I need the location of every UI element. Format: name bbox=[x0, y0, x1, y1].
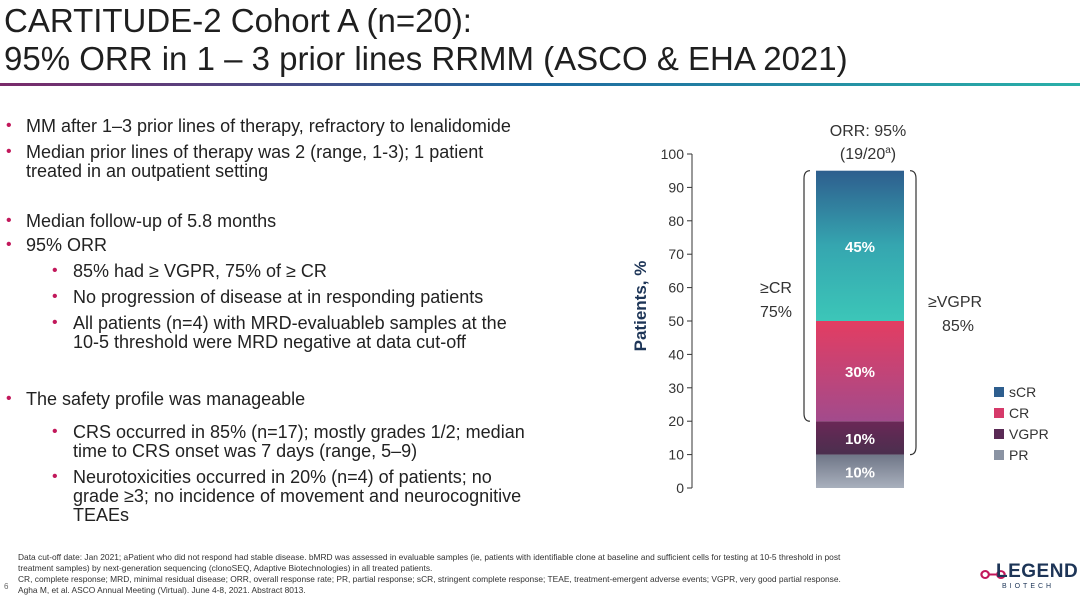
bullet-text: 85% had ≥ VGPR, 75% of ≥ CR bbox=[73, 261, 327, 281]
legend-swatch-cr bbox=[994, 408, 1004, 418]
footnote-line: Data cut-off date: Jan 2021; aPatient wh… bbox=[18, 552, 841, 562]
footnote-line: treatment samples) by next-generation se… bbox=[18, 563, 433, 573]
cr-bracket bbox=[803, 170, 811, 422]
footnotes: Data cut-off date: Jan 2021; aPatient wh… bbox=[18, 552, 978, 596]
data-label-cr: 30% bbox=[845, 364, 875, 381]
vgpr-bracket bbox=[909, 170, 917, 456]
data-label-vgpr: 10% bbox=[845, 431, 875, 448]
bar-segment-cr bbox=[816, 321, 904, 422]
vgpr-bracket-value: 85% bbox=[942, 318, 974, 335]
y-tick-label: 90 bbox=[668, 179, 684, 195]
bullet-text: 95% ORR bbox=[26, 235, 108, 255]
brackets bbox=[803, 170, 917, 456]
logo-wordmark: LEGEND bbox=[996, 561, 1079, 582]
bullet-text: Neurotoxicities occurred in 20% (n=4) of… bbox=[73, 467, 492, 487]
legend-swatch-scr bbox=[994, 387, 1004, 397]
bar-segment-pr bbox=[816, 454, 904, 488]
legend-label-vgpr: VGPR bbox=[1009, 426, 1049, 442]
y-tick-label: 40 bbox=[668, 346, 684, 362]
bullet-marker: • bbox=[52, 423, 58, 440]
y-tick-label: 0 bbox=[676, 480, 684, 496]
footnote-line: CR, complete response; MRD, minimal resi… bbox=[18, 574, 841, 584]
y-tick-label: 70 bbox=[668, 246, 684, 262]
bullet-marker: • bbox=[6, 143, 12, 160]
y-tick-label: 10 bbox=[668, 447, 684, 463]
bullet-text: The safety profile was manageable bbox=[26, 389, 306, 409]
bullet-text: TEAEs bbox=[73, 505, 130, 525]
y-tick-label: 60 bbox=[668, 280, 684, 296]
bullet-marker: • bbox=[6, 390, 12, 407]
legend-swatch-vgpr bbox=[994, 429, 1004, 439]
bullet-text: treated in an outpatient setting bbox=[26, 161, 269, 181]
orr-annotation: ORR: 95% bbox=[830, 123, 906, 140]
logo-mark-icon: ⧟ bbox=[980, 557, 1007, 587]
bullet-marker: • bbox=[52, 314, 58, 331]
bullet-marker: • bbox=[52, 468, 58, 485]
bullet-marker: • bbox=[6, 212, 12, 229]
orr-count-end: ) bbox=[891, 146, 896, 163]
bullet-text: grade ≥3; no incidence of movement and n… bbox=[73, 486, 522, 506]
slide-title-line1: CARTITUDE-2 Cohort A (n=20): bbox=[4, 2, 472, 39]
y-tick-label: 50 bbox=[668, 313, 684, 329]
bullet-text: Median prior lines of therapy was 2 (ran… bbox=[26, 142, 484, 162]
chart-annotations: ORR: 95% (19/20a) ≥CR 75% ≥VGPR 85% Pati… bbox=[631, 123, 982, 351]
y-axis-title: Patients, % bbox=[631, 261, 650, 352]
legend: sCR CR VGPR PR bbox=[994, 384, 1049, 463]
footnote-line: Agha M, et al. ASCO Annual Meeting (Virt… bbox=[18, 585, 306, 595]
data-label-pr: 10% bbox=[845, 464, 875, 481]
y-tick-label: 30 bbox=[668, 380, 684, 396]
bullet-marker: • bbox=[52, 288, 58, 305]
title-divider bbox=[0, 83, 1080, 86]
bar-segment-scr bbox=[816, 170, 904, 321]
bullet-text: No progression of disease at in respondi… bbox=[73, 287, 484, 307]
bullet-text: 10-5 threshold were MRD negative at data… bbox=[73, 332, 466, 352]
legend-label-cr: CR bbox=[1009, 405, 1029, 421]
slide-title: CARTITUDE-2 Cohort A (n=20): 95% ORR in … bbox=[4, 2, 1074, 78]
bullet-text: time to CRS onset was 7 days (range, 5–9… bbox=[73, 441, 418, 461]
bullet-marker: • bbox=[6, 117, 12, 134]
logo-subtitle: BIOTECH bbox=[1002, 583, 1055, 590]
bar-segment-vgpr bbox=[816, 421, 904, 455]
bullet-text: Median follow-up of 5.8 months bbox=[26, 211, 277, 231]
orr-count-main: (19/20 bbox=[840, 146, 885, 163]
legend-label-pr: PR bbox=[1009, 447, 1028, 463]
orr-count-superscript: a bbox=[885, 145, 891, 156]
y-axis: 0 10 20 30 40 50 60 70 80 90 100 bbox=[661, 146, 693, 496]
slide-title-line2: 95% ORR in 1 – 3 prior lines RRMM (ASCO … bbox=[4, 40, 848, 77]
bar-labels: 10% 10% 30% 45% bbox=[845, 239, 875, 481]
y-tick-label: 80 bbox=[668, 213, 684, 229]
cr-bracket-label: ≥CR bbox=[760, 280, 792, 297]
bullet-marker: • bbox=[52, 262, 58, 279]
y-tick-label: 20 bbox=[668, 413, 684, 429]
legend-label-scr: sCR bbox=[1009, 384, 1036, 400]
orr-count-annotation: (19/20a) bbox=[840, 145, 896, 163]
page-number: 6 bbox=[4, 582, 9, 591]
legend-biotech-logo: ⧟ LEGEND BIOTECH bbox=[980, 555, 1080, 599]
y-tick-label: 100 bbox=[661, 146, 685, 162]
cr-bracket-value: 75% bbox=[760, 304, 792, 321]
legend-swatch-pr bbox=[994, 450, 1004, 460]
bullet-text: All patients (n=4) with MRD-evaluableb s… bbox=[73, 313, 507, 333]
bullet-marker: • bbox=[6, 236, 12, 253]
vgpr-bracket-label: ≥VGPR bbox=[928, 294, 982, 311]
data-label-scr: 45% bbox=[845, 239, 875, 256]
stacked-bar bbox=[816, 170, 904, 488]
bullet-text: CRS occurred in 85% (n=17); mostly grade… bbox=[73, 422, 525, 442]
bullet-text: MM after 1–3 prior lines of therapy, ref… bbox=[26, 116, 511, 136]
